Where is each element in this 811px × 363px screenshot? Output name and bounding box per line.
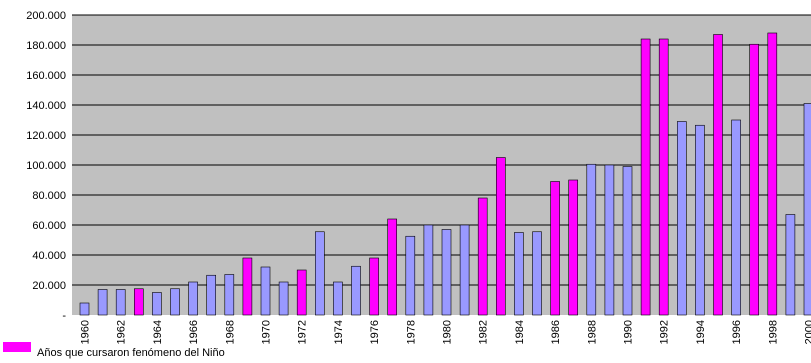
bar-1981 bbox=[459, 224, 470, 316]
bar-1962 bbox=[115, 289, 126, 316]
x-tick-label: 1978 bbox=[405, 320, 417, 344]
bar-1992 bbox=[658, 38, 669, 316]
bar-1967 bbox=[206, 274, 216, 316]
y-tick-label: 40.000 bbox=[32, 250, 66, 262]
bar-1996 bbox=[731, 119, 741, 316]
bar-1964 bbox=[152, 292, 162, 316]
y-tick-label: 80.000 bbox=[32, 190, 66, 202]
gridlines bbox=[72, 14, 811, 286]
bar-1982 bbox=[477, 197, 488, 316]
x-tick-label: 1986 bbox=[550, 320, 562, 344]
x-tick-label: 1962 bbox=[116, 320, 128, 344]
bar-1975 bbox=[351, 265, 361, 316]
bar-1969 bbox=[242, 257, 253, 316]
x-tick-label: 1994 bbox=[695, 320, 707, 344]
y-axis: - 20.000 40.000 60.000 80.000 100.000 120.000 1… bbox=[26, 10, 66, 322]
x-tick-label: 1990 bbox=[623, 320, 635, 344]
x-tick-label: 1966 bbox=[188, 320, 200, 344]
bar-1961 bbox=[97, 289, 108, 316]
bar-1976 bbox=[369, 257, 379, 316]
y-tick-label: - bbox=[62, 310, 66, 322]
legend-swatch bbox=[3, 342, 31, 352]
bar-1987 bbox=[568, 179, 579, 316]
bar-1989 bbox=[604, 164, 615, 316]
x-tick-label: 1988 bbox=[586, 320, 598, 344]
x-tick-label: 1984 bbox=[514, 320, 526, 344]
bar-1966 bbox=[188, 281, 198, 316]
x-tick-label: 1992 bbox=[659, 320, 671, 344]
bar-1991 bbox=[640, 38, 651, 316]
y-tick-label: 160.000 bbox=[26, 70, 66, 82]
bar-1988 bbox=[586, 163, 597, 316]
bar-1973 bbox=[314, 231, 325, 316]
bar-1993 bbox=[676, 121, 687, 316]
bar-1974 bbox=[333, 281, 343, 316]
bar-1998 bbox=[767, 32, 778, 316]
bar-1971 bbox=[278, 281, 289, 316]
bar-1980 bbox=[441, 229, 452, 316]
x-tick-label: 1976 bbox=[369, 320, 381, 344]
bar-1977 bbox=[387, 218, 398, 316]
x-tick-label: 1996 bbox=[731, 320, 743, 344]
x-axis: 1960 1962 1964 1966 1968 1970 1972 1974 1976 1978… bbox=[80, 320, 811, 344]
bar-1986 bbox=[550, 181, 560, 316]
y-tick-label: 140.000 bbox=[26, 100, 66, 112]
bars bbox=[79, 32, 811, 316]
x-tick-label: 1960 bbox=[80, 320, 92, 344]
bar-1965 bbox=[170, 288, 180, 316]
y-tick-label: 180.000 bbox=[26, 40, 66, 52]
y-tick-label: 60.000 bbox=[32, 220, 66, 232]
bar-1994 bbox=[695, 124, 705, 316]
bar-1978 bbox=[405, 235, 416, 316]
y-tick-label: 100.000 bbox=[26, 160, 66, 172]
bar-1984 bbox=[514, 232, 524, 316]
bar-1983 bbox=[495, 157, 506, 316]
bar-1960 bbox=[79, 302, 90, 316]
bar-1970 bbox=[260, 266, 271, 316]
bar-2000 bbox=[803, 103, 811, 316]
bar-1990 bbox=[622, 166, 633, 316]
bar-1985 bbox=[532, 231, 542, 316]
x-tick-label: 1998 bbox=[767, 320, 779, 344]
legend-label: Años que cursaron fenómeno del Niño bbox=[37, 347, 225, 359]
x-tick-label: 1968 bbox=[224, 320, 236, 344]
x-tick-label: 2000 bbox=[804, 320, 811, 344]
bar-1968 bbox=[224, 274, 235, 316]
y-tick-label: 200.000 bbox=[26, 10, 66, 22]
x-tick-label: 1980 bbox=[442, 320, 454, 344]
y-tick-label: 20.000 bbox=[32, 280, 66, 292]
bar-1999 bbox=[785, 214, 796, 316]
bar-1963 bbox=[134, 288, 144, 316]
bar-1979 bbox=[423, 224, 434, 316]
legend: Años que cursaron fenómeno del Niño bbox=[3, 342, 225, 359]
x-tick-label: 1964 bbox=[152, 320, 164, 344]
x-tick-label: 1974 bbox=[333, 320, 345, 344]
bar-1995 bbox=[713, 34, 723, 316]
y-tick-label: 120.000 bbox=[26, 130, 66, 142]
bar-1972 bbox=[296, 269, 307, 316]
x-tick-label: 1970 bbox=[261, 320, 273, 344]
x-tick-label: 1982 bbox=[478, 320, 490, 344]
x-tick-label: 1972 bbox=[297, 320, 309, 344]
bar-1997 bbox=[749, 43, 760, 316]
